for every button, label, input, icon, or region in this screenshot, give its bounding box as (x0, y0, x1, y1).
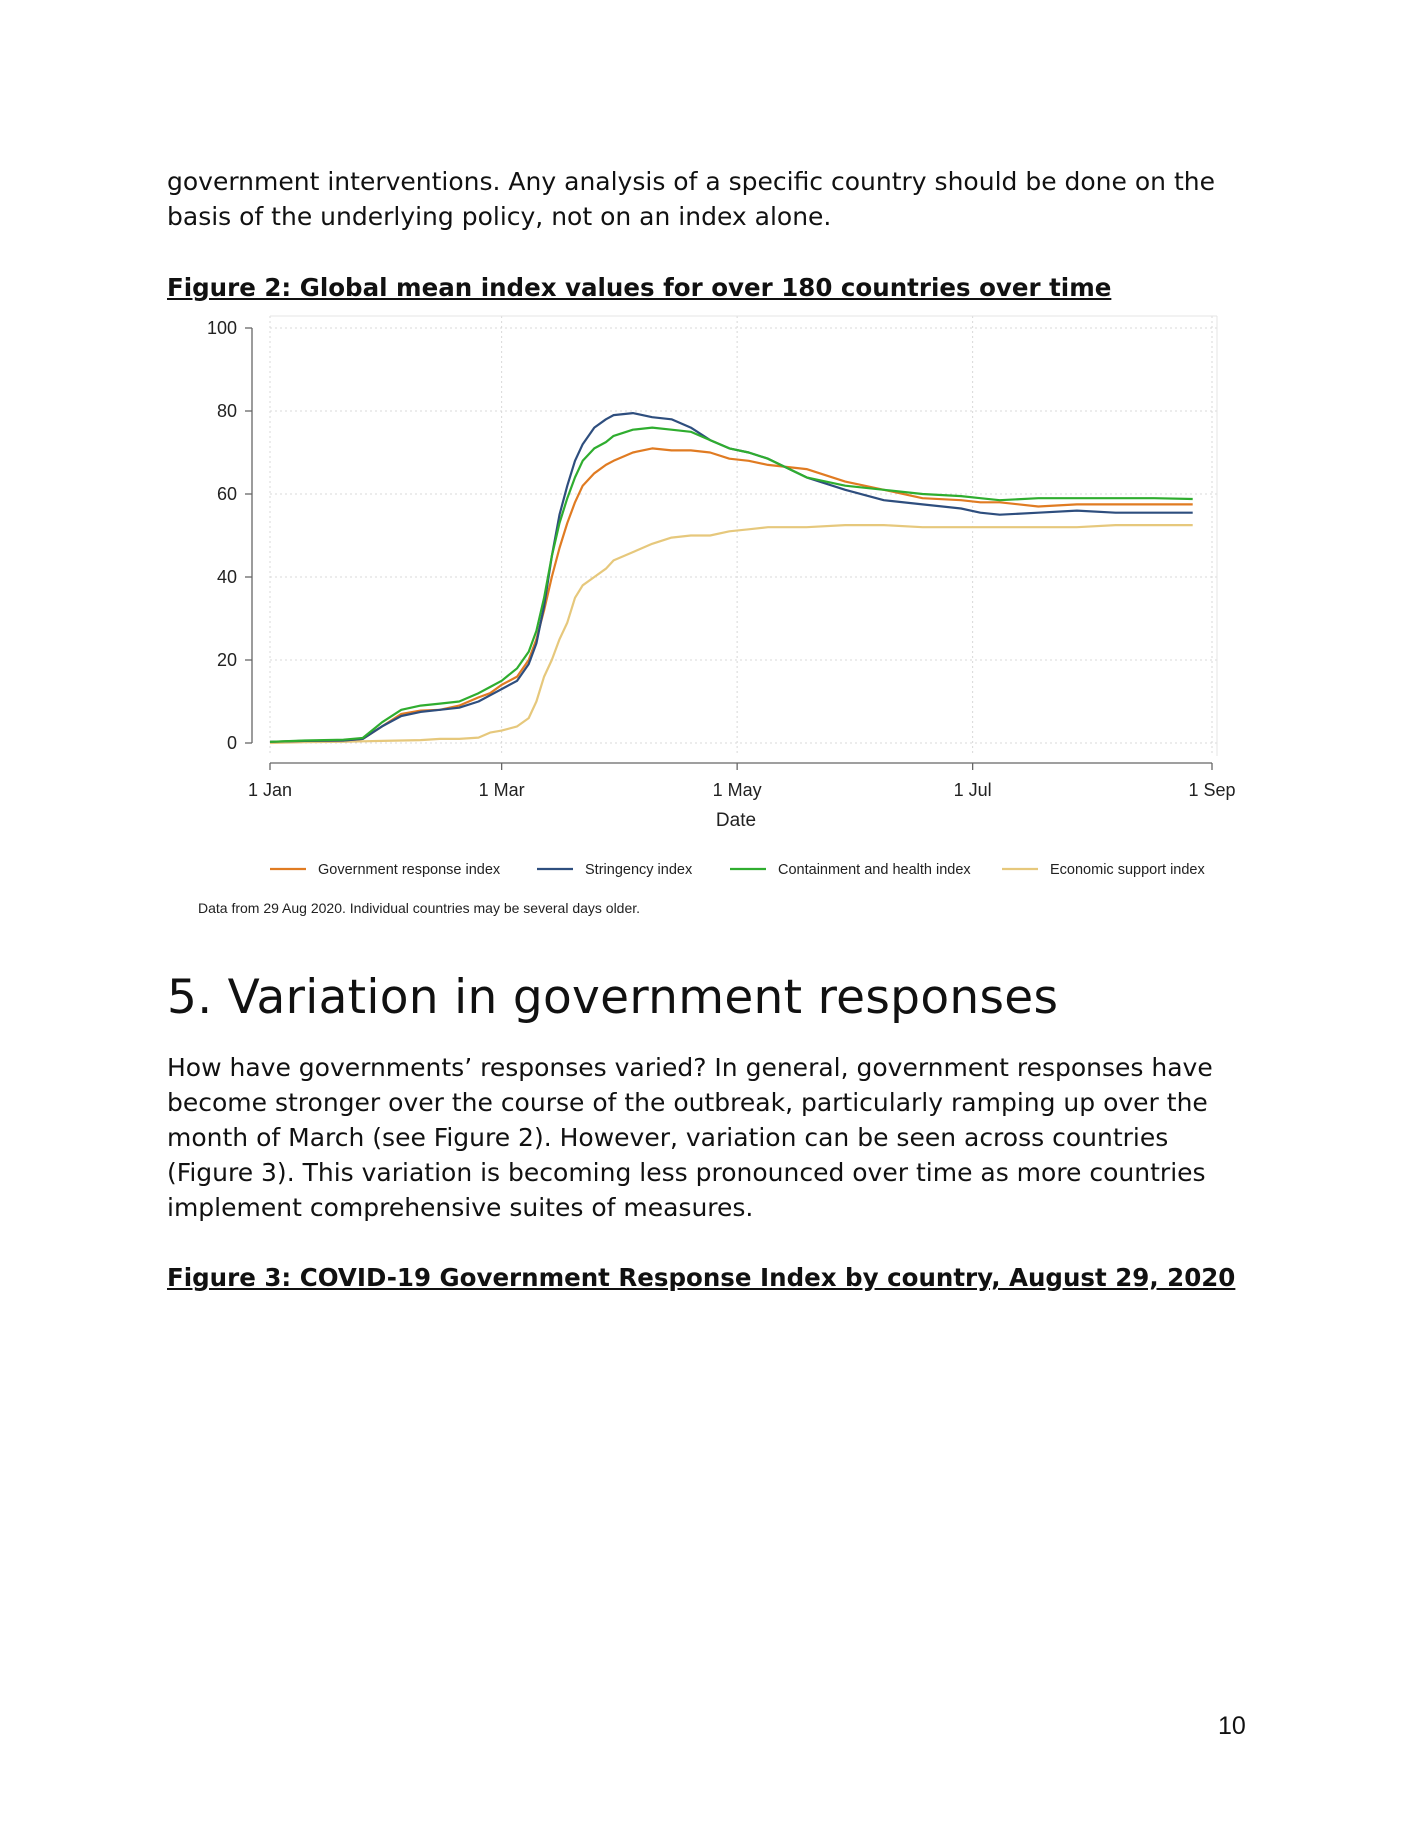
figure-2-note: Data from 29 Aug 2020. Individual countr… (198, 900, 640, 916)
chart-legend: Government response index Stringency inde… (270, 862, 1205, 878)
x-tick-label: 1 May (713, 780, 762, 800)
series-line-containment-and-health-index (269, 426, 1193, 743)
legend-label: Economic support index (1050, 862, 1205, 878)
y-tick-label: 40 (217, 567, 237, 587)
x-axis-label: Date (716, 810, 756, 831)
series-line-government-response-index (269, 447, 1193, 743)
chart-axes: 0 20 40 60 80 100 1 Jan 1 Mar 1 May 1 Jul 1 Sep (207, 318, 1236, 800)
y-tick-label: 100 (207, 318, 237, 338)
x-tick-label: 1 Jul (954, 780, 992, 800)
y-tick-label: 0 (227, 733, 237, 753)
series-line-economic-support-index (269, 524, 1193, 745)
section-paragraph: How have governments’ responses varied? … (167, 1053, 1213, 1222)
legend-label: Stringency index (585, 862, 693, 878)
figure-2-caption: Figure 2: Global mean index values for o… (167, 273, 1112, 302)
x-tick-label: 1 Mar (479, 780, 525, 800)
chart-series (269, 411, 1193, 745)
section-heading: 5. Variation in government responses (167, 970, 1059, 1025)
y-tick-label: 60 (217, 484, 237, 504)
x-tick-label: 1 Sep (1188, 780, 1235, 800)
intro-paragraph: government interventions. Any analysis o… (167, 167, 1215, 231)
page-number: 10 (1218, 1712, 1246, 1740)
y-tick-label: 20 (217, 650, 237, 670)
legend-label: Containment and health index (778, 862, 971, 878)
figure-2-chart: 0 20 40 60 80 100 1 Jan 1 Mar 1 May 1 Jul 1 Sep Da… (198, 315, 1236, 916)
series-line-stringency-index (269, 411, 1193, 743)
x-tick-label: 1 Jan (248, 780, 292, 800)
chart-grid (269, 315, 1218, 756)
legend-label: Government response index (318, 862, 501, 878)
y-tick-label: 80 (217, 401, 237, 421)
figure-3-caption: Figure 3: COVID-19 Government Response I… (167, 1263, 1236, 1292)
